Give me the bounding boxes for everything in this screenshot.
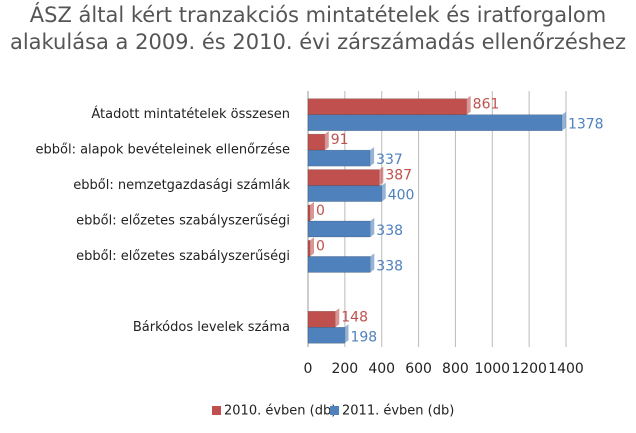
bar-side	[310, 237, 314, 257]
data-label: 91	[331, 132, 349, 148]
data-label: 861	[473, 97, 500, 113]
bar	[307, 310, 336, 328]
bar-side	[344, 324, 349, 344]
data-label: 337	[376, 152, 403, 168]
x-tick-label: 1200	[511, 361, 547, 377]
bar	[307, 326, 345, 344]
legend-label: 2011. évben (db)	[342, 404, 454, 419]
legend-swatch	[330, 406, 339, 415]
data-label: 338	[376, 258, 403, 274]
x-tick-label: 400	[368, 361, 395, 377]
x-tick-label: 600	[405, 361, 432, 377]
data-label: 0	[316, 203, 325, 219]
bar-side	[381, 182, 386, 202]
bar-side	[370, 147, 375, 167]
bar-side	[335, 308, 340, 328]
bar	[307, 240, 311, 257]
y-tick-label: ebből: alapok bevételeinek ellenőrzése	[36, 143, 291, 158]
bar-side	[370, 218, 375, 237]
bar	[307, 204, 311, 222]
data-label: 198	[350, 329, 377, 345]
data-label: 1378	[568, 117, 604, 133]
data-label: 148	[341, 309, 368, 325]
x-tick-label: 1400	[548, 361, 584, 377]
legend-swatch	[212, 406, 221, 415]
legend-label: 2010. évben (db)	[224, 404, 336, 419]
y-tick-label: ebből: előzetes szabályszerűségi	[76, 249, 290, 264]
bar	[307, 98, 467, 116]
data-label: 0	[316, 238, 325, 254]
bar	[307, 149, 371, 167]
bar-side	[310, 202, 314, 221]
data-label: 387	[385, 168, 412, 184]
x-tick-label: 200	[331, 361, 358, 377]
bar	[307, 169, 380, 186]
y-tick-label: Bárkódos levelek száma	[133, 320, 290, 335]
bar-side	[561, 111, 566, 131]
bar-side	[324, 131, 329, 151]
data-label: 400	[388, 188, 415, 204]
bar	[307, 133, 326, 151]
bar	[307, 185, 383, 202]
bar	[307, 256, 371, 273]
y-tick-label: Átadott mintatételek összesen	[91, 106, 290, 122]
bar	[307, 114, 563, 132]
y-tick-label: ebből: nemzetgazdasági számlák	[73, 178, 290, 193]
data-label: 338	[376, 223, 403, 239]
y-tick-label: ebből: előzetes szabályszerűségi	[76, 214, 290, 229]
chart-title: ÁSZ által kért tranzakciós mintatételek …	[9, 3, 627, 54]
x-tick-label: 800	[442, 361, 469, 377]
bar-side	[379, 166, 384, 186]
bar-side	[466, 95, 471, 115]
x-tick-label: 1000	[474, 361, 510, 377]
x-tick-label: 0	[304, 361, 313, 377]
bar	[307, 220, 371, 238]
bar-side	[370, 253, 375, 273]
